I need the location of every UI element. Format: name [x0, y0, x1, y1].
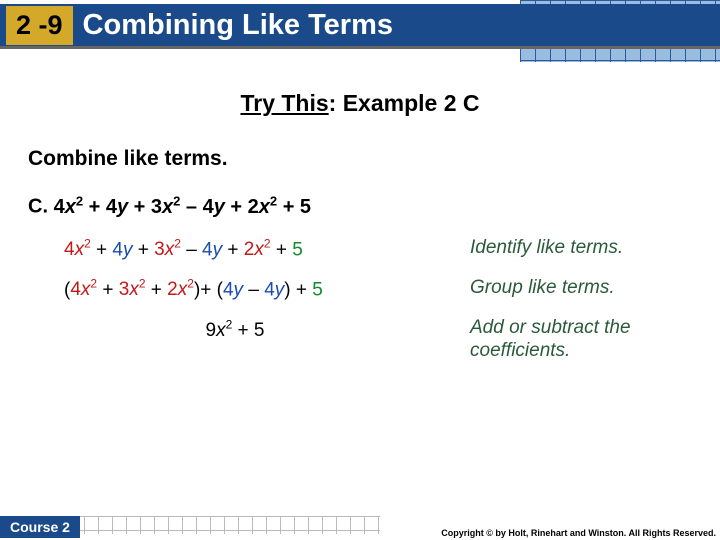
course-label: Course 2 [0, 516, 80, 538]
problem-statement: C. 4x2 + 4y + 3x2 – 4y + 2x2 + 5 [28, 193, 720, 219]
step-row: 4x2 + 4y + 3x2 – 4y + 2x2 + 5 Identify l… [0, 237, 720, 261]
header-bar: 2 -9 Combining Like Terms [0, 4, 720, 49]
problem-expression: 4x2 + 4y + 3x2 – 4y + 2x2 + 5 [54, 196, 312, 218]
problem-label: C. [28, 196, 48, 218]
step-note: Group like terms. [470, 277, 710, 300]
step-expression: 9x2 + 5 [0, 317, 470, 341]
subtitle: Try This: Example 2 C [0, 90, 720, 117]
lesson-title: Combining Like Terms [83, 9, 393, 42]
footer: Course 2 Copyright © by Holt, Rinehart a… [0, 514, 720, 540]
step-expression: (4x2 + 3x2 + 2x2)+ (4y – 4y) + 5 [0, 277, 470, 301]
step-expression: 4x2 + 4y + 3x2 – 4y + 2x2 + 5 [0, 237, 470, 261]
step-row: (4x2 + 3x2 + 2x2)+ (4y – 4y) + 5 Group l… [0, 277, 720, 301]
instruction: Combine like terms. [28, 147, 720, 171]
work-area: 4x2 + 4y + 3x2 – 4y + 2x2 + 5 Identify l… [0, 237, 720, 363]
step-row: 9x2 + 5 Add or subtract the coefficients… [0, 317, 720, 363]
header: 2 -9 Combining Like Terms [0, 0, 720, 62]
step-note: Identify like terms. [470, 237, 710, 260]
subtitle-underlined: Try This [240, 90, 328, 116]
copyright-text: Copyright © by Holt, Rinehart and Winsto… [441, 528, 716, 538]
lesson-number-badge: 2 -9 [6, 6, 73, 45]
subtitle-rest: : Example 2 C [329, 90, 480, 116]
step-note: Add or subtract the coefficients. [470, 317, 710, 363]
